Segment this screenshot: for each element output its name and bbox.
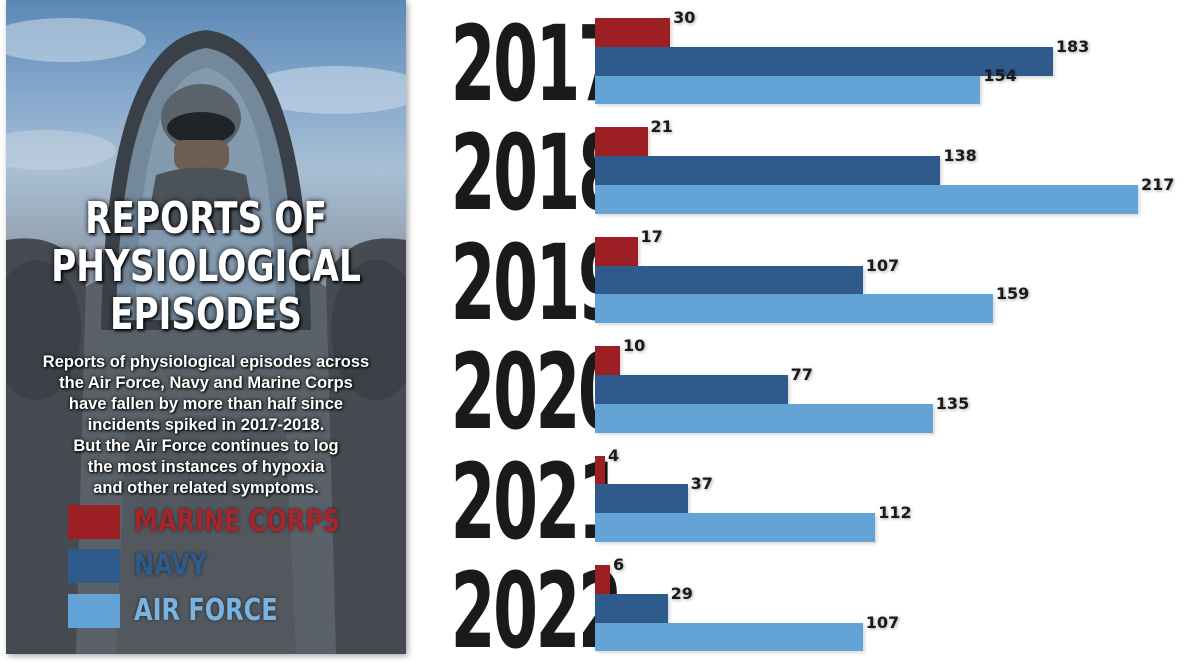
year-label-2020: 2020: [450, 331, 623, 454]
legend-label-navy: NAVY: [134, 548, 207, 583]
value-label-2019-air-force: 159: [995, 284, 1030, 304]
year-label-2018: 2018: [450, 112, 623, 235]
value-label-2021-marine-corps: 4: [608, 445, 620, 465]
bar-2021-marine-corps: [595, 455, 605, 485]
bar-2020-marine-corps: [595, 346, 621, 375]
bar-2022-navy: [595, 593, 668, 623]
legend-swatch-air-force: [68, 594, 120, 628]
description-line-2: the Air Force, Navy and Marine Corps: [59, 374, 353, 392]
legend-swatch-navy: [68, 549, 120, 583]
bar-2018-marine-corps: [595, 127, 648, 157]
bar-2018-air-force: [595, 185, 1138, 214]
description-line-1: Reports of physiological episodes across: [42, 353, 370, 371]
bar-2017-air-force: [595, 75, 981, 105]
description-line-3: have fallen by more than half since: [68, 395, 344, 413]
year-label-2022: 2022: [450, 550, 623, 669]
bar-2021-air-force: [595, 513, 876, 542]
fighter-jet-illustration: [6, 18, 406, 654]
bar-2021-navy: [595, 484, 688, 514]
panel-title-line-1: REPORTS OF: [85, 193, 327, 244]
panel-title-line-2: PHYSIOLOGICAL: [51, 241, 361, 292]
year-label-2017: 2017: [450, 3, 623, 125]
legend-label-marine-corps: MARINE CORPS: [134, 504, 341, 539]
value-label-2019-marine-corps: 17: [640, 226, 663, 246]
bar-2019-air-force: [595, 294, 993, 324]
description-line-5: But the Air Force continues to log: [73, 437, 339, 455]
value-label-2022-air-force: 107: [865, 612, 900, 632]
year-label-2019: 2019: [450, 221, 623, 344]
description-line-4: incidents spiked in 2017-2018.: [87, 416, 325, 434]
jet-photo-panel: REPORTS OF PHYSIOLOGICAL EPISODES Report…: [6, 0, 406, 654]
value-label-2022-navy: 29: [670, 583, 693, 603]
value-label-2018-air-force: 217: [1141, 175, 1175, 194]
legend-label-air-force: AIR FORCE: [134, 593, 278, 628]
value-label-2021-air-force: 112: [878, 503, 912, 523]
description-line-6: the most instances of hypoxia: [87, 458, 325, 476]
panel-title-line-3: EPISODES: [110, 289, 302, 340]
bar-2017-marine-corps: [595, 18, 671, 47]
value-label-2021-navy: 37: [690, 474, 713, 494]
bar-2019-marine-corps: [595, 236, 638, 266]
value-label-2020-marine-corps: 10: [623, 336, 646, 356]
value-label-2020-air-force: 135: [935, 393, 970, 413]
value-label-2017-navy: 183: [1055, 36, 1090, 56]
value-label-2017-marine-corps: 30: [673, 8, 696, 27]
bar-2020-air-force: [595, 403, 933, 433]
bar-2018-navy: [595, 156, 941, 185]
description-line-7: and other related symptoms.: [93, 479, 319, 497]
legend-swatch-marine-corps: [68, 505, 120, 539]
value-label-2017-air-force: 154: [983, 65, 1017, 85]
value-label-2020-navy: 77: [790, 365, 813, 384]
bar-2017-navy: [595, 46, 1053, 76]
value-label-2018-navy: 138: [943, 146, 977, 166]
value-label-2022-marine-corps: 6: [613, 555, 625, 574]
bar-2022-marine-corps: [595, 565, 610, 594]
value-label-2019-navy: 107: [865, 255, 900, 275]
value-label-2018-marine-corps: 21: [650, 117, 673, 137]
bar-2022-air-force: [595, 622, 863, 652]
year-label-2021: 2021: [450, 440, 623, 563]
bar-2020-navy: [595, 375, 788, 404]
bar-2019-navy: [595, 265, 863, 295]
